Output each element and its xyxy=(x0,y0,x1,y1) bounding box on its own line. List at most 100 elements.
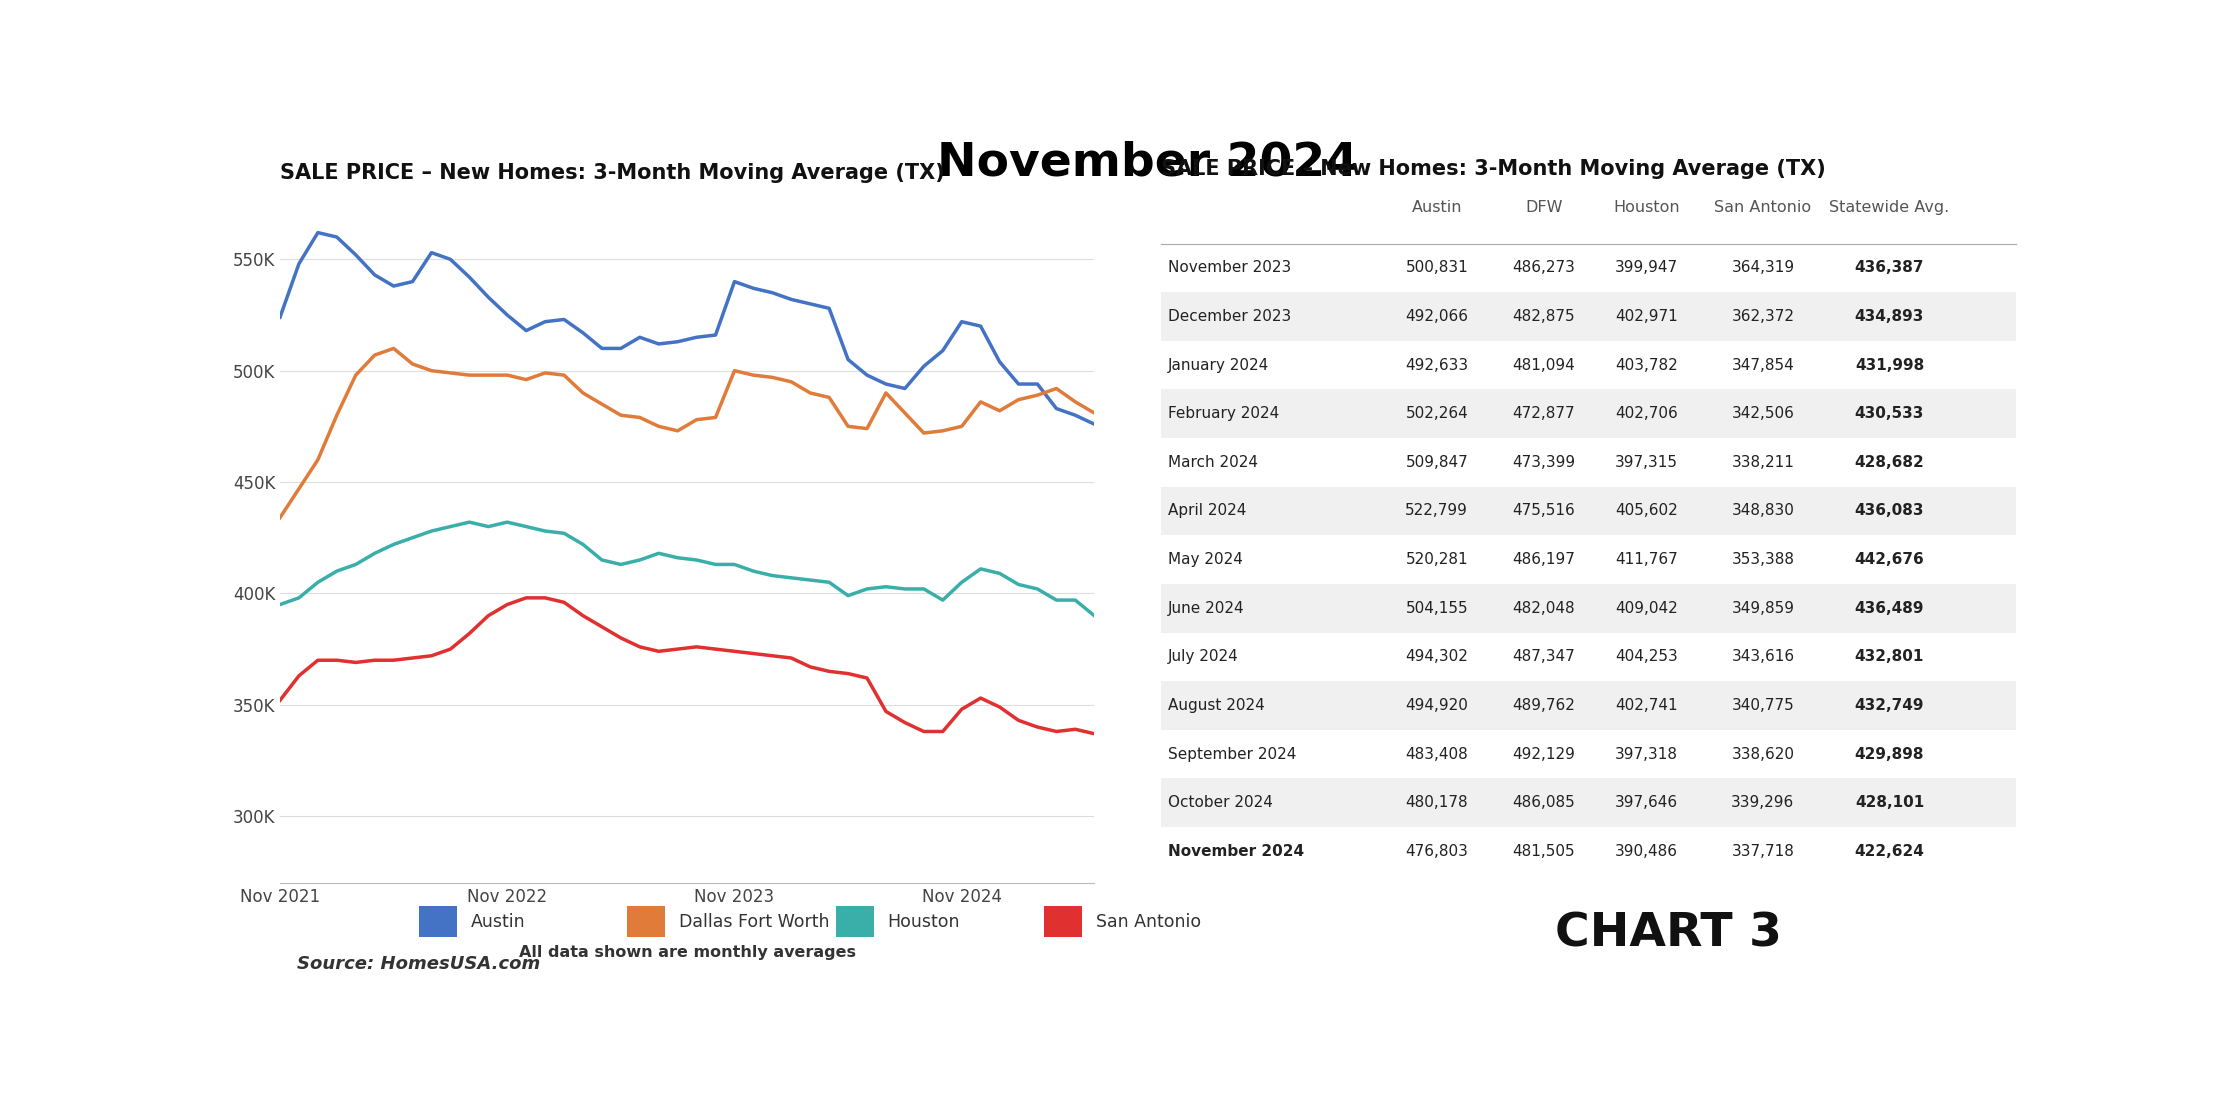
FancyBboxPatch shape xyxy=(1160,390,2016,438)
Text: 522,799: 522,799 xyxy=(1404,504,1467,518)
Text: 500,831: 500,831 xyxy=(1404,260,1467,276)
Text: 502,264: 502,264 xyxy=(1404,406,1467,422)
Text: 337,718: 337,718 xyxy=(1732,844,1794,859)
Text: July 2024: July 2024 xyxy=(1167,650,1239,664)
FancyBboxPatch shape xyxy=(1160,487,2016,536)
FancyBboxPatch shape xyxy=(1160,536,2016,583)
Text: June 2024: June 2024 xyxy=(1167,601,1245,615)
FancyBboxPatch shape xyxy=(1160,778,2016,827)
Text: Houston: Houston xyxy=(1613,199,1680,215)
Text: 486,273: 486,273 xyxy=(1512,260,1575,276)
Text: 404,253: 404,253 xyxy=(1615,650,1678,664)
Text: 494,920: 494,920 xyxy=(1404,699,1467,713)
Text: 349,859: 349,859 xyxy=(1732,601,1794,615)
Text: 442,676: 442,676 xyxy=(1855,552,1924,567)
FancyBboxPatch shape xyxy=(1160,438,2016,487)
Text: Austin: Austin xyxy=(470,913,526,931)
Text: 405,602: 405,602 xyxy=(1615,504,1678,518)
Text: 338,620: 338,620 xyxy=(1732,746,1794,762)
Text: 492,066: 492,066 xyxy=(1404,309,1467,324)
Text: San Antonio: San Antonio xyxy=(1714,199,1812,215)
Text: 486,085: 486,085 xyxy=(1512,795,1575,810)
Text: SALE PRICE – New Homes: 3-Month Moving Average (TX): SALE PRICE – New Homes: 3-Month Moving A… xyxy=(1160,158,1826,178)
Text: 343,616: 343,616 xyxy=(1732,650,1794,664)
Text: February 2024: February 2024 xyxy=(1167,406,1279,422)
Text: 487,347: 487,347 xyxy=(1512,650,1575,664)
Text: 364,319: 364,319 xyxy=(1732,260,1794,276)
FancyBboxPatch shape xyxy=(1160,827,2016,876)
FancyBboxPatch shape xyxy=(1160,341,2016,390)
Text: DFW: DFW xyxy=(1525,199,1561,215)
Text: May 2024: May 2024 xyxy=(1167,552,1243,567)
Text: October 2024: October 2024 xyxy=(1167,795,1272,810)
FancyBboxPatch shape xyxy=(1160,292,2016,341)
FancyBboxPatch shape xyxy=(1160,632,2016,681)
Text: All data shown are monthly averages: All data shown are monthly averages xyxy=(520,945,856,960)
Text: 340,775: 340,775 xyxy=(1732,699,1794,713)
Text: 492,129: 492,129 xyxy=(1512,746,1575,762)
Text: 339,296: 339,296 xyxy=(1732,795,1794,810)
Text: 473,399: 473,399 xyxy=(1512,455,1575,469)
Text: 402,706: 402,706 xyxy=(1615,406,1678,422)
Text: 475,516: 475,516 xyxy=(1512,504,1575,518)
Text: 481,505: 481,505 xyxy=(1512,844,1575,859)
Text: 342,506: 342,506 xyxy=(1732,406,1794,422)
Text: November 2024: November 2024 xyxy=(1167,844,1304,859)
Text: September 2024: September 2024 xyxy=(1167,746,1297,762)
FancyBboxPatch shape xyxy=(419,907,457,938)
Text: 348,830: 348,830 xyxy=(1732,504,1794,518)
Text: January 2024: January 2024 xyxy=(1167,358,1270,373)
Text: 409,042: 409,042 xyxy=(1615,601,1678,615)
Text: 432,749: 432,749 xyxy=(1855,699,1924,713)
Text: 397,315: 397,315 xyxy=(1615,455,1678,469)
Text: 482,875: 482,875 xyxy=(1512,309,1575,324)
FancyBboxPatch shape xyxy=(1160,583,2016,632)
FancyBboxPatch shape xyxy=(627,907,665,938)
Text: 489,762: 489,762 xyxy=(1512,699,1575,713)
FancyBboxPatch shape xyxy=(1160,730,2016,778)
Text: November 2024: November 2024 xyxy=(936,141,1360,185)
Text: April 2024: April 2024 xyxy=(1167,504,1245,518)
Text: 432,801: 432,801 xyxy=(1855,650,1924,664)
Text: Dallas Fort Worth: Dallas Fort Worth xyxy=(679,913,829,931)
Text: 480,178: 480,178 xyxy=(1404,795,1467,810)
Text: August 2024: August 2024 xyxy=(1167,699,1266,713)
Text: November 2023: November 2023 xyxy=(1167,260,1290,276)
Text: 399,947: 399,947 xyxy=(1615,260,1678,276)
FancyBboxPatch shape xyxy=(1044,907,1082,938)
Text: 403,782: 403,782 xyxy=(1615,358,1678,373)
Text: 492,633: 492,633 xyxy=(1404,358,1467,373)
Text: 494,302: 494,302 xyxy=(1404,650,1467,664)
Text: 504,155: 504,155 xyxy=(1404,601,1467,615)
FancyBboxPatch shape xyxy=(836,907,874,938)
Text: 397,646: 397,646 xyxy=(1615,795,1678,810)
Text: 436,083: 436,083 xyxy=(1855,504,1924,518)
Text: 509,847: 509,847 xyxy=(1404,455,1467,469)
Text: 402,971: 402,971 xyxy=(1615,309,1678,324)
Text: SALE PRICE – New Homes: 3-Month Moving Average (TX): SALE PRICE – New Homes: 3-Month Moving A… xyxy=(280,163,945,183)
Text: 422,624: 422,624 xyxy=(1855,844,1924,859)
Text: 436,387: 436,387 xyxy=(1855,260,1924,276)
Text: 520,281: 520,281 xyxy=(1404,552,1467,567)
Text: 402,741: 402,741 xyxy=(1615,699,1678,713)
Text: 431,998: 431,998 xyxy=(1855,358,1924,373)
Text: 353,388: 353,388 xyxy=(1732,552,1794,567)
Text: 483,408: 483,408 xyxy=(1404,746,1467,762)
Text: Source: HomesUSA.com: Source: HomesUSA.com xyxy=(298,955,540,973)
Text: December 2023: December 2023 xyxy=(1167,309,1290,324)
Text: 472,877: 472,877 xyxy=(1512,406,1575,422)
Text: CHART 3: CHART 3 xyxy=(1555,911,1783,956)
Text: 430,533: 430,533 xyxy=(1855,406,1924,422)
Text: Statewide Avg.: Statewide Avg. xyxy=(1830,199,1949,215)
Text: Houston: Houston xyxy=(887,913,961,931)
Text: 390,486: 390,486 xyxy=(1615,844,1678,859)
FancyBboxPatch shape xyxy=(1160,244,2016,292)
Text: 429,898: 429,898 xyxy=(1855,746,1924,762)
Text: 436,489: 436,489 xyxy=(1855,601,1924,615)
Text: 397,318: 397,318 xyxy=(1615,746,1678,762)
Text: 362,372: 362,372 xyxy=(1732,309,1794,324)
Text: Austin: Austin xyxy=(1411,199,1463,215)
Text: 481,094: 481,094 xyxy=(1512,358,1575,373)
Text: 476,803: 476,803 xyxy=(1404,844,1467,859)
Text: 347,854: 347,854 xyxy=(1732,358,1794,373)
